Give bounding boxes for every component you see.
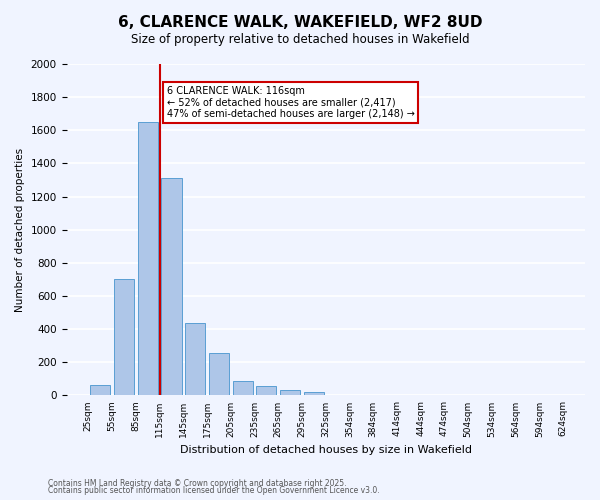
Bar [256,386,277,396]
Text: 6, CLARENCE WALK, WAKEFIELD, WF2 8UD: 6, CLARENCE WALK, WAKEFIELD, WF2 8UD [118,15,482,30]
Text: Size of property relative to detached houses in Wakefield: Size of property relative to detached ho… [131,32,469,46]
Text: 6 CLARENCE WALK: 116sqm
← 52% of detached houses are smaller (2,417)
47% of semi: 6 CLARENCE WALK: 116sqm ← 52% of detache… [167,86,415,118]
Bar [114,280,134,396]
Text: Contains HM Land Registry data © Crown copyright and database right 2025.: Contains HM Land Registry data © Crown c… [48,478,347,488]
Bar [304,392,324,396]
Bar [328,394,348,396]
Bar [161,178,182,396]
Bar [209,353,229,396]
Bar [185,322,205,396]
Bar [233,380,253,396]
X-axis label: Distribution of detached houses by size in Wakefield: Distribution of detached houses by size … [180,445,472,455]
Bar [280,390,300,396]
Y-axis label: Number of detached properties: Number of detached properties [15,148,25,312]
Bar [137,122,158,396]
Text: Contains public sector information licensed under the Open Government Licence v3: Contains public sector information licen… [48,486,380,495]
Bar [90,384,110,396]
